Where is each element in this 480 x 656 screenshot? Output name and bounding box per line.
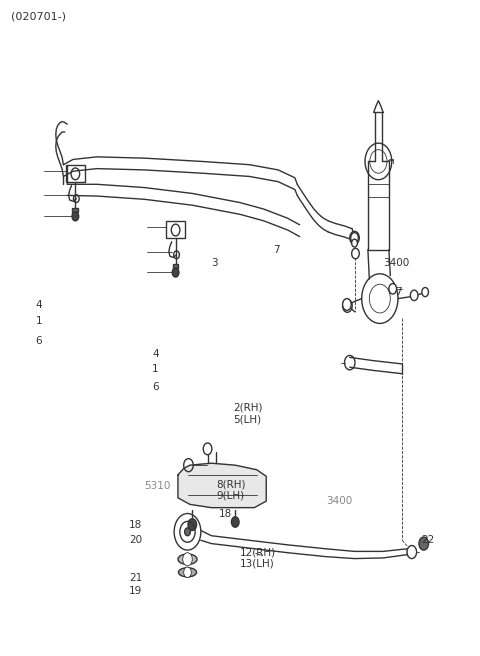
Circle shape [407, 546, 417, 559]
Ellipse shape [178, 554, 197, 564]
Circle shape [351, 233, 359, 243]
Text: 18: 18 [218, 509, 232, 519]
Circle shape [188, 519, 197, 531]
Circle shape [352, 249, 360, 258]
Text: 2(RH): 2(RH) [233, 403, 263, 413]
Text: 12(RH): 12(RH) [240, 547, 276, 557]
Circle shape [183, 553, 192, 565]
Text: 19: 19 [129, 586, 142, 596]
Text: 1: 1 [152, 364, 159, 374]
Text: 3400: 3400 [326, 496, 352, 506]
Circle shape [203, 443, 212, 455]
Text: 6: 6 [152, 382, 159, 392]
Text: 13(LH): 13(LH) [240, 558, 275, 568]
Circle shape [343, 299, 352, 312]
Circle shape [343, 298, 351, 310]
Circle shape [72, 212, 79, 221]
Text: 7: 7 [274, 245, 280, 255]
Circle shape [410, 290, 418, 300]
Text: 3: 3 [211, 258, 218, 268]
Circle shape [352, 239, 358, 247]
Text: 20: 20 [129, 535, 142, 545]
Text: 9(LH): 9(LH) [216, 491, 244, 501]
Text: 3400: 3400 [383, 258, 409, 268]
Text: 5(LH): 5(LH) [233, 415, 261, 424]
Text: 5310: 5310 [144, 481, 171, 491]
Text: 4: 4 [152, 349, 159, 359]
Text: 22: 22 [421, 535, 434, 545]
Circle shape [231, 517, 239, 527]
Text: 21: 21 [129, 573, 142, 583]
Circle shape [422, 287, 429, 297]
Text: 18: 18 [129, 520, 142, 530]
Bar [166, 221, 185, 238]
Ellipse shape [179, 567, 197, 577]
Text: (020701-): (020701-) [11, 11, 66, 21]
Circle shape [184, 567, 192, 577]
Polygon shape [178, 463, 266, 508]
Bar [72, 208, 78, 212]
Circle shape [389, 283, 396, 294]
Text: 1: 1 [36, 316, 42, 327]
Circle shape [185, 528, 191, 536]
Bar [173, 264, 179, 268]
Text: 8(RH): 8(RH) [216, 480, 246, 490]
Circle shape [419, 537, 429, 550]
Bar [66, 165, 85, 182]
Text: 7: 7 [395, 287, 402, 297]
Text: 4: 4 [36, 300, 42, 310]
Circle shape [350, 232, 360, 245]
Circle shape [172, 268, 179, 277]
Text: 6: 6 [36, 336, 42, 346]
